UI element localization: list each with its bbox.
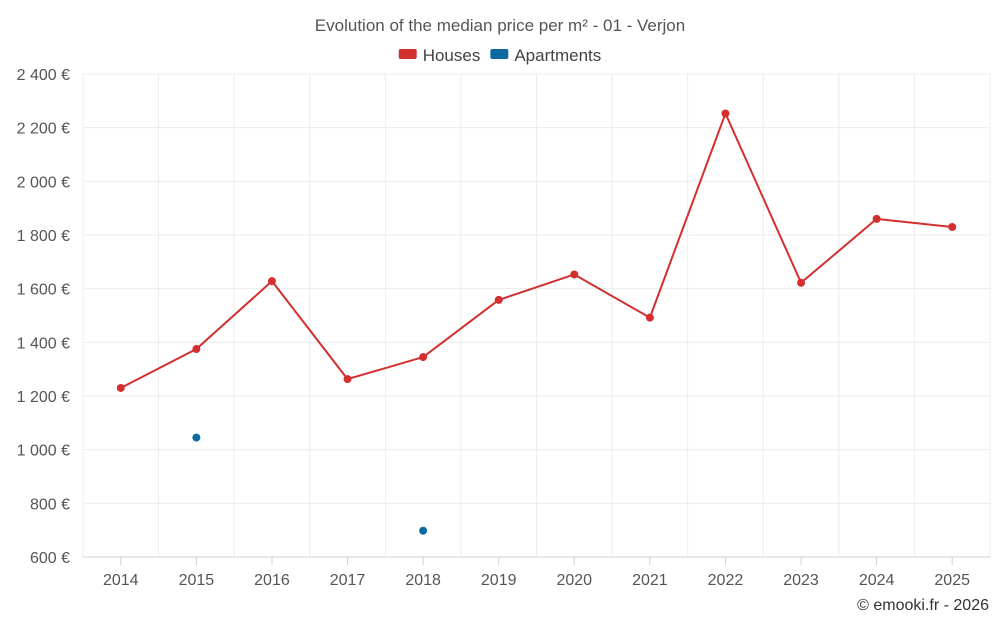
x-tick-label: 2014 xyxy=(103,572,139,589)
y-tick-label: 1 000 € xyxy=(17,443,70,460)
houses-point[interactable] xyxy=(872,214,881,223)
x-tick-label: 2017 xyxy=(330,572,366,589)
series-layer xyxy=(116,109,957,535)
y-tick-label: 1 800 € xyxy=(17,228,70,245)
apartments-point[interactable] xyxy=(192,433,201,442)
houses-point[interactable] xyxy=(267,277,276,286)
x-tick-label: 2015 xyxy=(179,572,215,589)
legend-label-apartments: Apartments xyxy=(514,46,601,65)
y-tick-label: 1 200 € xyxy=(17,389,70,406)
houses-point[interactable] xyxy=(192,345,201,354)
houses-point[interactable] xyxy=(419,353,428,362)
x-tick-label: 2023 xyxy=(783,572,819,589)
y-axis: 600 € 800 € 1 000 € 1 200 € 1 400 € 1 600 € 1 … xyxy=(17,67,70,567)
y-tick-label: 2 200 € xyxy=(17,121,70,138)
legend-label-houses: Houses xyxy=(423,46,481,65)
houses-point[interactable] xyxy=(948,222,957,231)
grid xyxy=(82,73,991,557)
houses-point[interactable] xyxy=(797,278,806,287)
y-tick-label: 2 000 € xyxy=(17,174,70,191)
x-tick-label: 2018 xyxy=(405,572,441,589)
x-tick-label: 2016 xyxy=(254,572,290,589)
x-tick-label: 2020 xyxy=(556,572,592,589)
houses-point[interactable] xyxy=(343,375,352,384)
y-tick-label: 600 € xyxy=(30,550,70,567)
y-tick-label: 800 € xyxy=(30,496,70,513)
houses-point[interactable] xyxy=(570,270,579,279)
legend-swatch-houses xyxy=(398,49,417,59)
x-tick-label: 2024 xyxy=(859,572,895,589)
legend-swatch-apartments xyxy=(490,49,509,59)
legend-item-houses[interactable]: Houses xyxy=(398,46,481,65)
credit-text: © emooki.fr - 2026 xyxy=(857,597,989,614)
chart-title: Evolution of the median price per m² - 0… xyxy=(315,16,685,35)
houses-point[interactable] xyxy=(721,109,730,118)
houses-point[interactable] xyxy=(645,313,654,322)
x-tick-label: 2025 xyxy=(934,572,970,589)
houses-line xyxy=(120,112,953,389)
x-tick-label: 2019 xyxy=(481,572,517,589)
legend-item-apartments[interactable]: Apartments xyxy=(490,46,601,65)
x-tick-label: 2021 xyxy=(632,572,668,589)
legend: Houses Apartments xyxy=(398,46,601,65)
houses-point[interactable] xyxy=(116,383,125,392)
x-tick-label: 2022 xyxy=(708,572,744,589)
houses-point[interactable] xyxy=(494,295,503,304)
y-tick-label: 1 600 € xyxy=(17,282,70,299)
y-tick-label: 1 400 € xyxy=(17,335,70,352)
y-tick-label: 2 400 € xyxy=(17,67,70,84)
apartments-point[interactable] xyxy=(419,526,428,535)
x-axis: 2014 2015 2016 2017 2018 2019 2020 2021 2022 2023… xyxy=(83,556,990,589)
